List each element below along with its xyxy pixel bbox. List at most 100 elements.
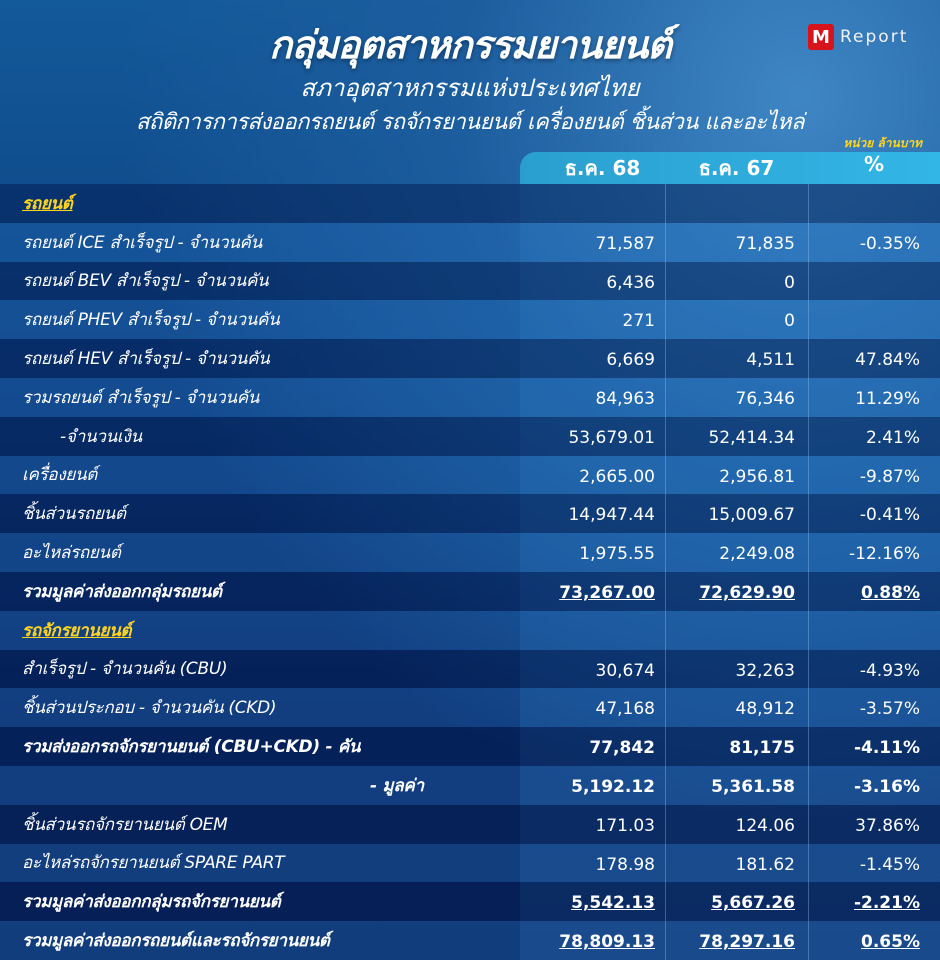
- row-label: รวมส่งออกรถจักรยานยนต์ (CBU+CKD) - คัน: [22, 737, 361, 758]
- cell-dec68: 5,542.13: [571, 893, 655, 914]
- row-label: -จำนวนเงิน: [60, 426, 142, 447]
- cell-dec68: 6,669: [606, 350, 655, 371]
- table-row: รถยนต์ PHEV สำเร็จรูป - จำนวนคัน 271 0: [0, 300, 940, 340]
- row-label: รวมมูลค่าส่งออกกลุ่มรถจักรยานยนต์: [22, 892, 281, 913]
- mreport-logo: M Report: [808, 24, 908, 50]
- cell-dec68: 53,679.01: [568, 427, 655, 448]
- cell-percent: 11.29%: [855, 388, 920, 409]
- export-table: รถยนต์รถยนต์ ICE สำเร็จรูป - จำนวนคัน 71,…: [0, 184, 940, 960]
- cell-dec68: 14,947.44: [568, 505, 655, 526]
- cell-dec68: 178.98: [595, 854, 655, 875]
- row-label: รวมมูลค่าส่งออกกลุ่มรถยนต์: [22, 581, 222, 602]
- table-row: ชิ้นส่วนรถจักรยานยนต์ OEM 171.03 124.06 37.…: [0, 804, 940, 844]
- table-row: รวมมูลค่าส่งออกกลุ่มรถจักรยานยนต์ 5,542.1…: [0, 882, 940, 922]
- column-header-dec68: ธ.ค. 68: [564, 156, 641, 180]
- row-label: สำเร็จรูป - จำนวนคัน (CBU): [22, 659, 228, 680]
- logo-text: Report: [840, 27, 909, 47]
- section-header: รถจักรยานยนต์: [0, 610, 940, 650]
- cell-dec67: 78,297.16: [699, 932, 795, 953]
- cell-dec67: 81,175: [729, 738, 795, 759]
- cell-dec67: 76,346: [735, 388, 795, 409]
- row-label: ชิ้นส่วนประกอบ - จำนวนคัน (CKD): [22, 698, 277, 719]
- logo-icon: M: [808, 24, 834, 50]
- table-row: อะไหล่รถจักรยานยนต์ SPARE PART 178.98 181.…: [0, 843, 940, 883]
- cell-dec67: 4,511: [746, 350, 795, 371]
- cell-percent: 0.88%: [861, 582, 920, 603]
- table-row: รวมมูลค่าส่งออกรถยนต์และรถจักรยานยนต์ 78,…: [0, 921, 940, 960]
- column-divider: [665, 184, 666, 960]
- cell-dec67: 72,629.90: [699, 582, 795, 603]
- table-row: ชิ้นส่วนประกอบ - จำนวนคัน (CKD) 47,168 48,…: [0, 688, 940, 728]
- table-row: รวมรถยนต์ สำเร็จรูป - จำนวนคัน 84,963 76,3…: [0, 377, 940, 417]
- cell-dec68: 71,587: [595, 233, 655, 254]
- cell-dec67: 71,835: [735, 233, 795, 254]
- cell-percent: -2.21%: [853, 893, 920, 914]
- cell-dec68: 77,842: [589, 738, 655, 759]
- unit-label: หน่วย ล้านบาท: [843, 136, 922, 150]
- row-label: รวมมูลค่าส่งออกรถยนต์และรถจักรยานยนต์: [22, 931, 330, 952]
- cell-dec67: 15,009.67: [708, 505, 795, 526]
- row-label: รถจักรยานยนต์: [22, 620, 132, 641]
- cell-percent: -0.41%: [859, 505, 920, 526]
- cell-dec68: 73,267.00: [559, 582, 655, 603]
- cell-dec67: 48,912: [735, 699, 795, 720]
- cell-percent: -9.87%: [859, 466, 920, 487]
- description: สถิติการการส่งออกรถยนต์ รถจักรยานยนต์ เค…: [136, 110, 805, 135]
- row-label: ชิ้นส่วนรถยนต์: [22, 504, 126, 525]
- cell-percent: -1.45%: [859, 854, 920, 875]
- table-row: ชิ้นส่วนรถยนต์ 14,947.44 15,009.67 -0.41%: [0, 494, 940, 534]
- cell-dec68: 5,192.12: [571, 776, 655, 797]
- column-header-dec67: ธ.ค. 67: [698, 156, 775, 180]
- cell-dec67: 0: [784, 311, 795, 332]
- cell-percent: 37.86%: [855, 815, 920, 836]
- column-divider: [808, 184, 809, 960]
- table-row: รวมมูลค่าส่งออกกลุ่มรถยนต์ 73,267.00 72,62…: [0, 571, 940, 611]
- cell-dec67: 5,667.26: [711, 893, 795, 914]
- cell-dec68: 84,963: [595, 388, 655, 409]
- row-label: รถยนต์ ICE สำเร็จรูป - จำนวนคัน: [22, 232, 262, 253]
- cell-dec67: 0: [784, 272, 795, 293]
- cell-percent: 2.41%: [865, 427, 920, 448]
- row-label: อะไหล่รถยนต์: [22, 543, 121, 564]
- row-label: เครื่องยนต์: [22, 465, 98, 486]
- cell-dec68: 271: [622, 311, 655, 332]
- row-label: รถยนต์ HEV สำเร็จรูป - จำนวนคัน: [22, 349, 270, 370]
- table-row: รถยนต์ BEV สำเร็จรูป - จำนวนคัน 6,436 0: [0, 261, 940, 301]
- table-row: รวมส่งออกรถจักรยานยนต์ (CBU+CKD) - คัน 77…: [0, 727, 940, 766]
- table-row: รถยนต์ ICE สำเร็จรูป - จำนวนคัน 71,587 71,…: [0, 222, 940, 262]
- cell-percent: 47.84%: [855, 350, 920, 371]
- cell-percent: -3.16%: [853, 776, 920, 797]
- table-row: สำเร็จรูป - จำนวนคัน (CBU) 30,674 32,263 -4…: [0, 649, 940, 689]
- subtitle: สภาอุตสาหกรรมแห่งประเทศไทย: [300, 74, 640, 102]
- cell-dec67: 52,414.34: [708, 427, 795, 448]
- cell-dec68: 30,674: [595, 660, 655, 681]
- cell-percent: -3.57%: [859, 699, 920, 720]
- cell-percent: -4.93%: [859, 660, 920, 681]
- cell-dec67: 124.06: [735, 815, 795, 836]
- cell-dec67: 181.62: [735, 854, 795, 875]
- table-row: อะไหล่รถยนต์ 1,975.55 2,249.08 -12.16%: [0, 533, 940, 572]
- cell-dec68: 6,436: [606, 272, 655, 293]
- cell-dec68: 2,665.00: [579, 466, 655, 487]
- cell-dec68: 171.03: [595, 815, 655, 836]
- table-row: รถยนต์ HEV สำเร็จรูป - จำนวนคัน 6,669 4,51…: [0, 339, 940, 378]
- cell-dec68: 1,975.55: [579, 544, 655, 565]
- cell-dec67: 2,956.81: [719, 466, 795, 487]
- row-label: ชิ้นส่วนรถจักรยานยนต์ OEM: [22, 814, 228, 835]
- cell-percent: -0.35%: [859, 233, 920, 254]
- cell-dec67: 5,361.58: [711, 776, 795, 797]
- table-row: เครื่องยนต์ 2,665.00 2,956.81 -9.87%: [0, 455, 940, 495]
- table-row: -จำนวนเงิน 53,679.01 52,414.34 2.41%: [0, 416, 940, 456]
- section-header: รถยนต์: [0, 184, 940, 223]
- page-title: กลุ่มอุตสาหกรรมยานยนต์: [269, 23, 672, 67]
- cell-dec67: 32,263: [735, 660, 795, 681]
- table-row: - มูลค่า 5,192.12 5,361.58 -3.16%: [0, 765, 940, 805]
- column-header-percent: %: [863, 152, 885, 176]
- row-label: รถยนต์ PHEV สำเร็จรูป - จำนวนคัน: [22, 310, 280, 331]
- row-label: รถยนต์: [22, 193, 73, 214]
- row-label: รถยนต์ BEV สำเร็จรูป - จำนวนคัน: [22, 271, 269, 292]
- cell-percent: -12.16%: [849, 544, 920, 565]
- cell-dec68: 47,168: [595, 699, 655, 720]
- cell-dec67: 2,249.08: [719, 544, 795, 565]
- row-label: รวมรถยนต์ สำเร็จรูป - จำนวนคัน: [22, 387, 260, 408]
